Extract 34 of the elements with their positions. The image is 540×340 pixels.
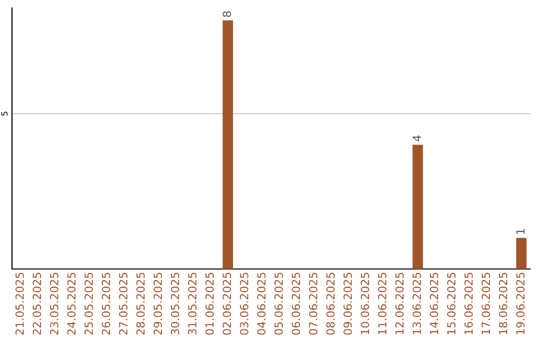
x-tick-label: 28.05.2025 (136, 272, 145, 335)
y-tick-label: 5 (1, 112, 8, 116)
data-label: 8 (222, 11, 232, 17)
data-label: 4 (412, 135, 421, 142)
x-tick-label: 24.05.2025 (67, 272, 76, 335)
x-tick-label: 01.06.2025 (205, 272, 214, 335)
x-tick-label: 02.06.2025 (222, 272, 232, 335)
x-tick-label: 30.05.2025 (170, 272, 180, 335)
x-tick-label: 15.06.2025 (447, 272, 456, 334)
x-tick-label: 17.06.2025 (482, 272, 490, 334)
x-tick-label: 04.06.2025 (257, 272, 266, 335)
x-tick-label: 31.05.2025 (188, 272, 197, 335)
x-tick-label: 19.06.2025 (516, 272, 525, 334)
x-tick-label: 08.06.2025 (326, 272, 335, 335)
x-tick-label: 23.05.2025 (50, 272, 58, 335)
x-tick-label: 18.06.2025 (498, 272, 508, 334)
x-tick-label: 03.06.2025 (240, 272, 248, 335)
x-tick-label: 06.06.2025 (292, 272, 300, 335)
x-tick-label: 07.06.2025 (308, 272, 318, 335)
x-tick-label: 16.06.2025 (464, 272, 473, 334)
x-tick-label: 22.05.2025 (32, 272, 42, 335)
x-tick-label: 05.06.2025 (274, 272, 283, 335)
x-tick-label: 27.05.2025 (119, 272, 128, 335)
x-tick-label: 25.05.2025 (84, 272, 93, 335)
x-tick-label: 21.05.2025 (15, 272, 24, 335)
x-tick-label: 14.06.2025 (430, 272, 438, 334)
x-tick-label: 29.05.2025 (154, 272, 162, 335)
x-tick-label: 12.06.2025 (395, 272, 404, 334)
x-tick-label: 11.06.2025 (378, 272, 386, 334)
x-tick-label: 13.06.2025 (412, 272, 421, 334)
x-tick-label: 09.06.2025 (344, 272, 352, 335)
x-tick-label: 26.05.2025 (102, 272, 110, 335)
x-tick-label: 10.06.2025 (360, 272, 370, 334)
data-label: 1 (516, 229, 524, 234)
